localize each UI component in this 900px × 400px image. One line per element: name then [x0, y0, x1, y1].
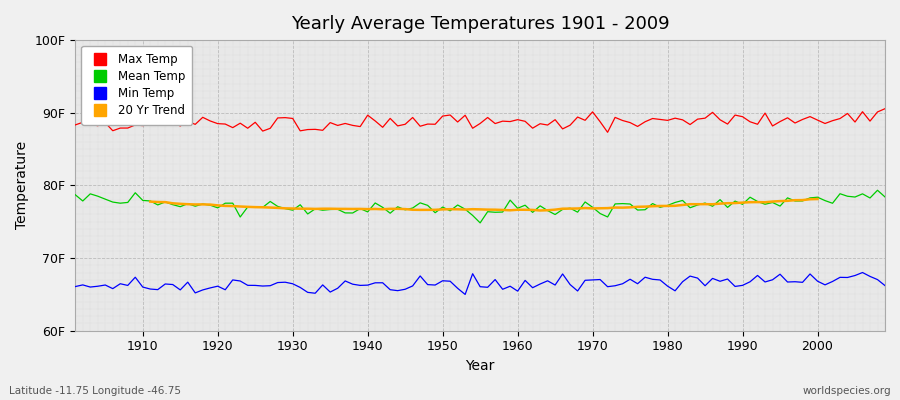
- Y-axis label: Temperature: Temperature: [15, 141, 29, 230]
- Text: Latitude -11.75 Longitude -46.75: Latitude -11.75 Longitude -46.75: [9, 386, 181, 396]
- Text: worldspecies.org: worldspecies.org: [803, 386, 891, 396]
- X-axis label: Year: Year: [465, 359, 495, 373]
- Legend: Max Temp, Mean Temp, Min Temp, 20 Yr Trend: Max Temp, Mean Temp, Min Temp, 20 Yr Tre…: [81, 46, 193, 124]
- Title: Yearly Average Temperatures 1901 - 2009: Yearly Average Temperatures 1901 - 2009: [291, 15, 670, 33]
